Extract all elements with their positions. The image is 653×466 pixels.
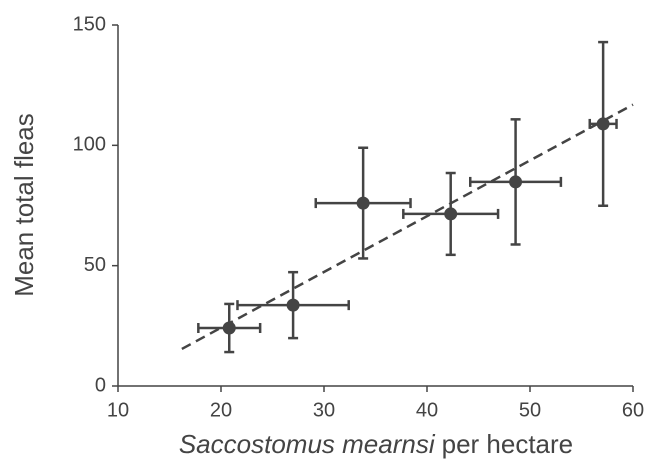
x-tick-label: 50 xyxy=(519,399,541,421)
x-tick-label: 40 xyxy=(416,399,438,421)
point xyxy=(286,298,300,312)
y-tick-label: 150 xyxy=(73,13,106,35)
x-tick-label: 30 xyxy=(313,399,335,421)
x-tick-label: 10 xyxy=(107,399,129,421)
x-axis-label-italic: Saccostomus mearnsi xyxy=(179,429,436,459)
point xyxy=(509,175,523,189)
point xyxy=(356,196,370,210)
trend-line xyxy=(181,103,634,351)
y-tick-label: 100 xyxy=(73,134,106,156)
point xyxy=(222,321,236,335)
x-tick-label: 20 xyxy=(210,399,232,421)
y-tick-label: 50 xyxy=(84,254,106,276)
x-axis-label: Saccostomus mearnsi per hectare xyxy=(179,429,573,459)
y-tick-label: 0 xyxy=(95,374,106,396)
x-axis-label-rest: per hectare xyxy=(442,429,574,459)
point xyxy=(444,207,458,221)
point xyxy=(596,117,610,131)
y-axis-label: Mean total fleas xyxy=(9,113,39,297)
x-tick-label: 60 xyxy=(622,399,644,421)
